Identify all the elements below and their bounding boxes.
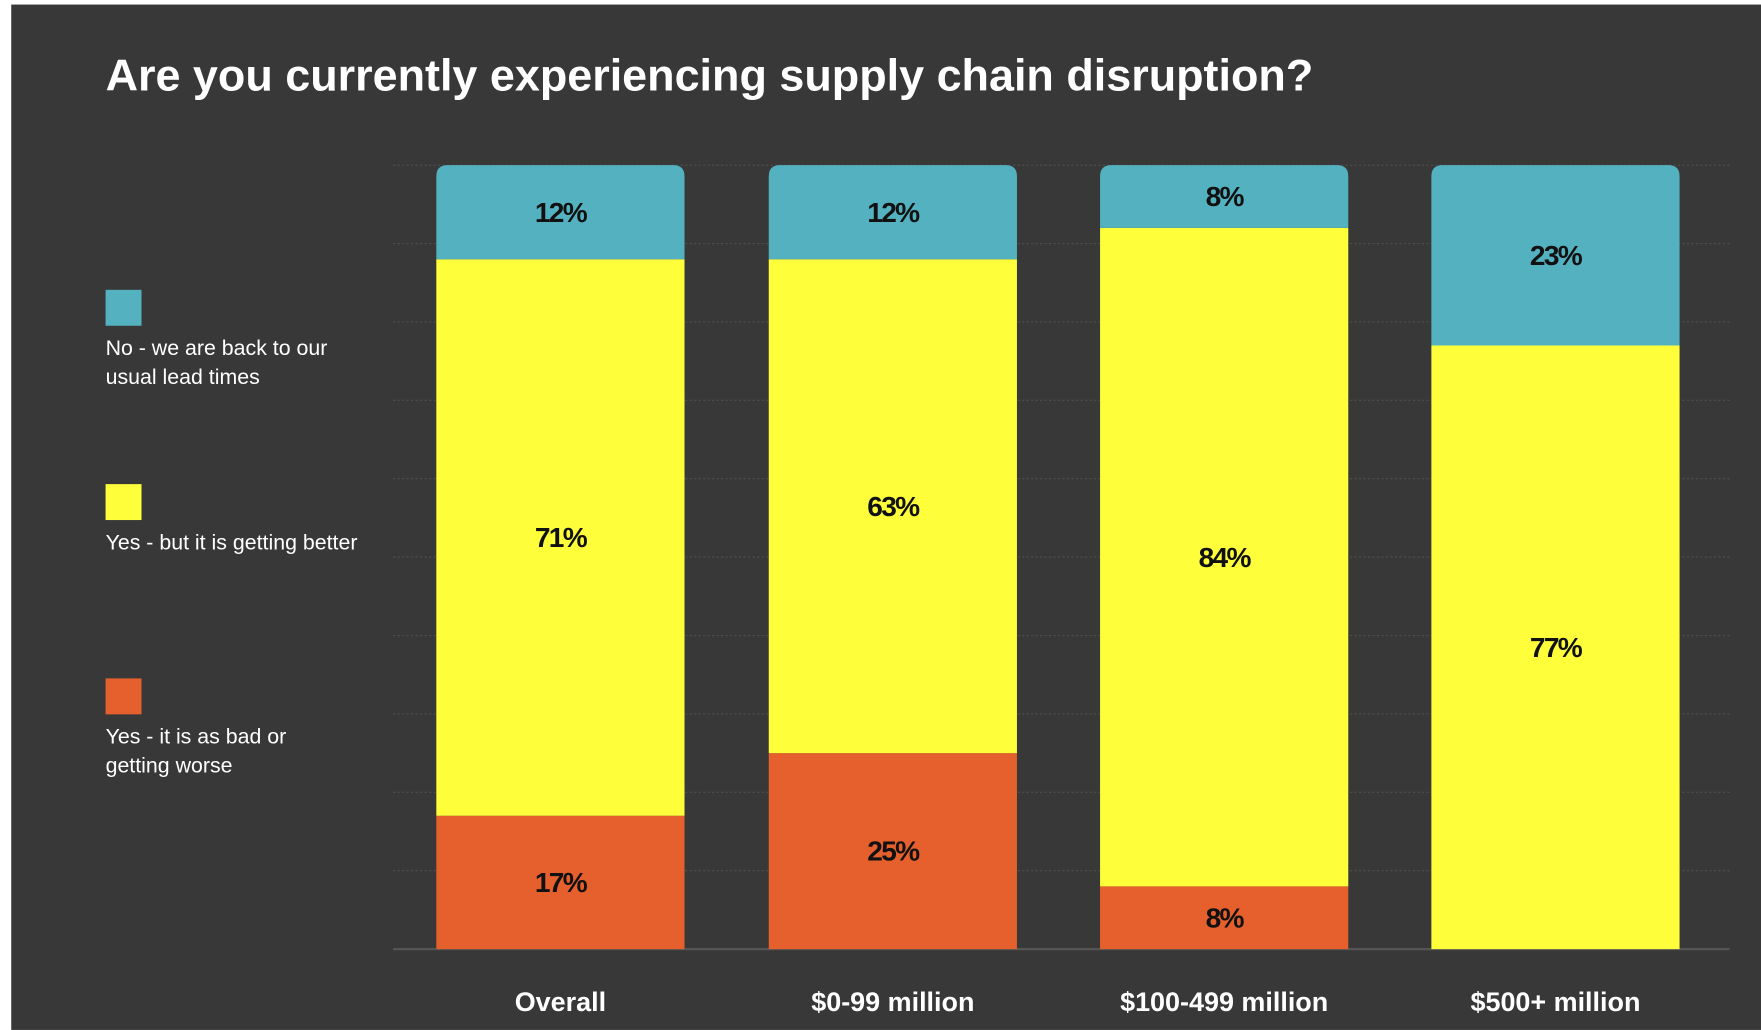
legend-label: No - we are back to our usual lead times [105, 336, 328, 390]
value-label: 12% [867, 197, 920, 228]
value-label: 84% [1199, 542, 1252, 573]
legend-label: Yes - it is as bad or getting worse [105, 725, 287, 779]
bar-segment [436, 259, 685, 816]
value-label: 63% [867, 491, 920, 522]
value-label: 25% [867, 836, 920, 867]
legend-label: Yes - but it is getting better [105, 531, 358, 555]
bar-segment [436, 815, 685, 950]
legend-text: No - we are back to our usual lead times [105, 336, 328, 390]
legend-swatch [105, 484, 142, 521]
bar-segment [768, 259, 1017, 754]
value-label: 12% [535, 197, 588, 228]
bar-segment [1431, 165, 1680, 346]
x-tick-label: $100-499 million [1120, 987, 1328, 1017]
value-label: 8% [1206, 181, 1245, 212]
value-label: 77% [1530, 632, 1583, 663]
bar-segment [1100, 165, 1349, 228]
legend-swatch [105, 289, 142, 326]
bar-segment [1100, 886, 1349, 950]
bar-segment [1431, 345, 1680, 950]
bar-segment [436, 165, 685, 260]
bar-segment [1100, 227, 1349, 887]
bar-segment [768, 753, 1017, 950]
bar-segment [768, 165, 1017, 260]
value-label: 71% [535, 522, 588, 553]
value-label: 17% [535, 867, 588, 898]
legend-text: Yes - but it is getting better [105, 531, 358, 555]
x-tick-label: $500+ million [1470, 987, 1640, 1017]
chart-title: Are you currently experiencing supply ch… [106, 50, 1314, 101]
legend-swatch [105, 678, 142, 715]
x-tick-label: $0-99 million [811, 987, 974, 1017]
value-label: 23% [1530, 240, 1583, 271]
value-label: 8% [1206, 902, 1245, 933]
legend-text: Yes - it is as bad or getting worse [105, 725, 287, 779]
x-tick-label: Overall [515, 987, 606, 1017]
